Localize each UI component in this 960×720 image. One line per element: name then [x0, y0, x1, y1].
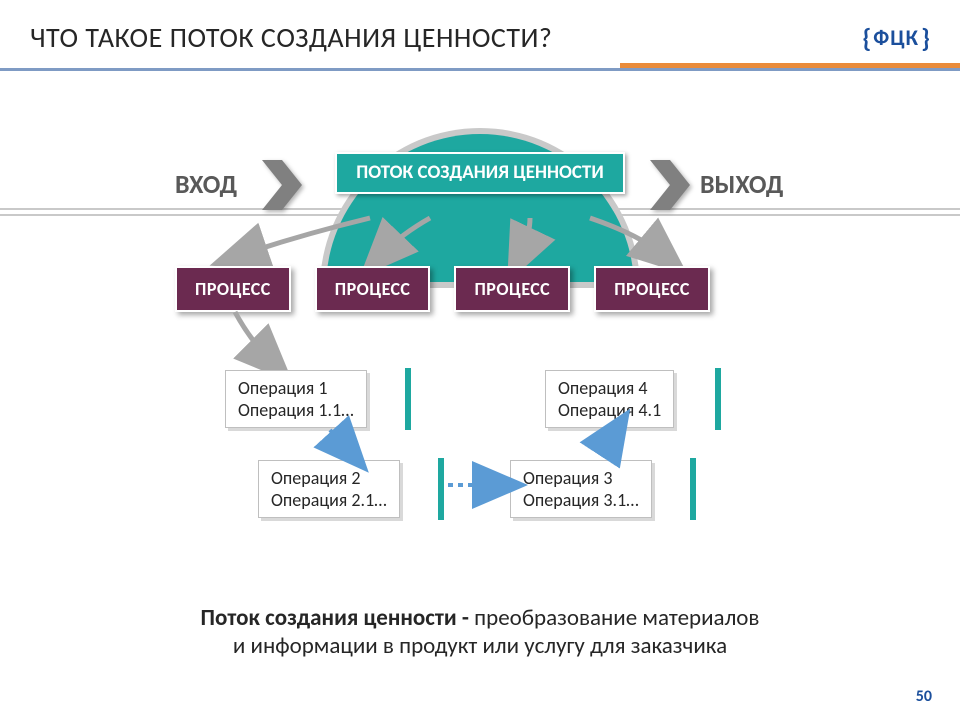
- footer-rest-1: преобразование материалов: [474, 604, 759, 632]
- dome-title: ПОТОК СОЗДАНИЯ ЦЕННОСТИ: [335, 152, 625, 194]
- footer-definition: Поток создания ценности - преобразование…: [60, 604, 900, 660]
- footer-rest-2: и информации в продукт или услугу для за…: [60, 632, 900, 660]
- input-chevron-icon: [262, 160, 302, 210]
- footer-bold: Поток создания ценности -: [201, 604, 475, 632]
- page-number: 50: [916, 687, 932, 706]
- operation-dashed-arrows: [0, 0, 960, 560]
- output-chevron-icon: [650, 160, 690, 210]
